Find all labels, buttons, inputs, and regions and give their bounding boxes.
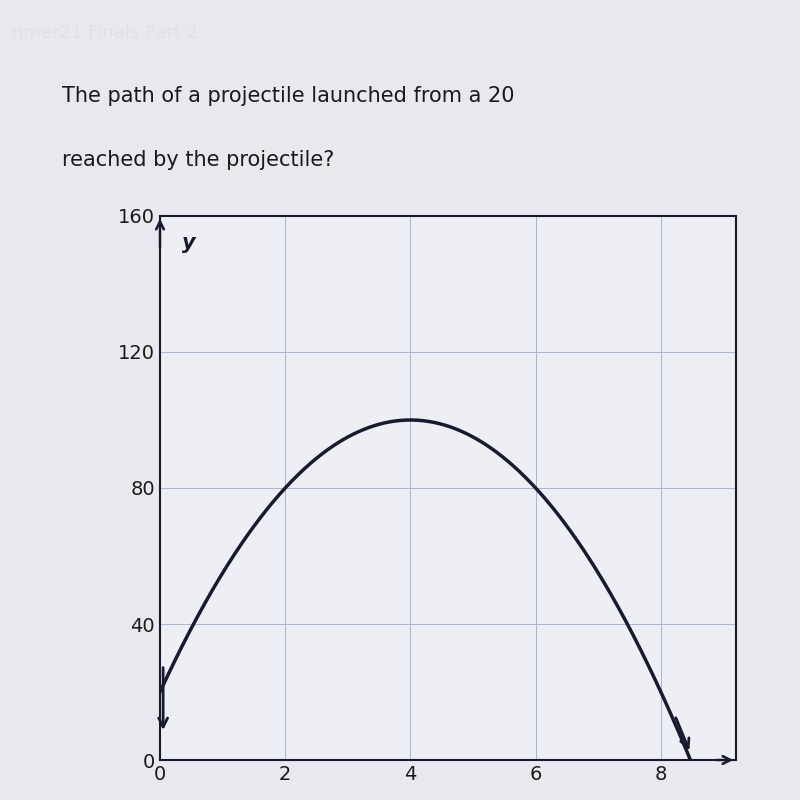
Text: y: y: [182, 233, 195, 253]
Text: The path of a projectile launched from a 20: The path of a projectile launched from a…: [62, 86, 514, 106]
Text: reached by the projectile?: reached by the projectile?: [62, 150, 334, 170]
Text: nmer21 Finals Part 2: nmer21 Finals Part 2: [12, 24, 198, 42]
